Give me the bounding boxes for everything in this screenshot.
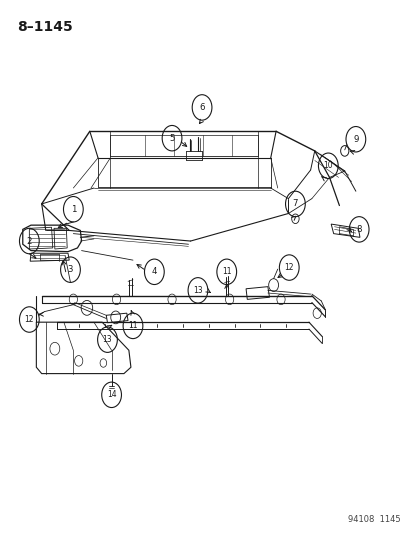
Text: 13: 13 xyxy=(102,335,112,344)
Text: 9: 9 xyxy=(352,135,358,144)
Text: 94108  1145: 94108 1145 xyxy=(347,515,399,523)
Text: 12: 12 xyxy=(284,263,293,272)
Text: 3: 3 xyxy=(68,265,73,274)
Text: 13: 13 xyxy=(193,286,202,295)
Text: 8: 8 xyxy=(356,225,361,234)
Text: 8–1145: 8–1145 xyxy=(17,20,73,34)
Text: 1: 1 xyxy=(71,205,76,214)
Text: 4: 4 xyxy=(151,268,157,276)
Text: 11: 11 xyxy=(221,268,231,276)
Text: 11: 11 xyxy=(128,321,138,330)
Text: 14: 14 xyxy=(107,390,116,399)
Text: 10: 10 xyxy=(323,161,332,170)
Text: 6: 6 xyxy=(199,103,204,112)
Text: 5: 5 xyxy=(169,134,174,143)
Text: 12: 12 xyxy=(24,315,34,324)
Text: 2: 2 xyxy=(26,237,32,246)
Text: 7: 7 xyxy=(292,199,297,208)
